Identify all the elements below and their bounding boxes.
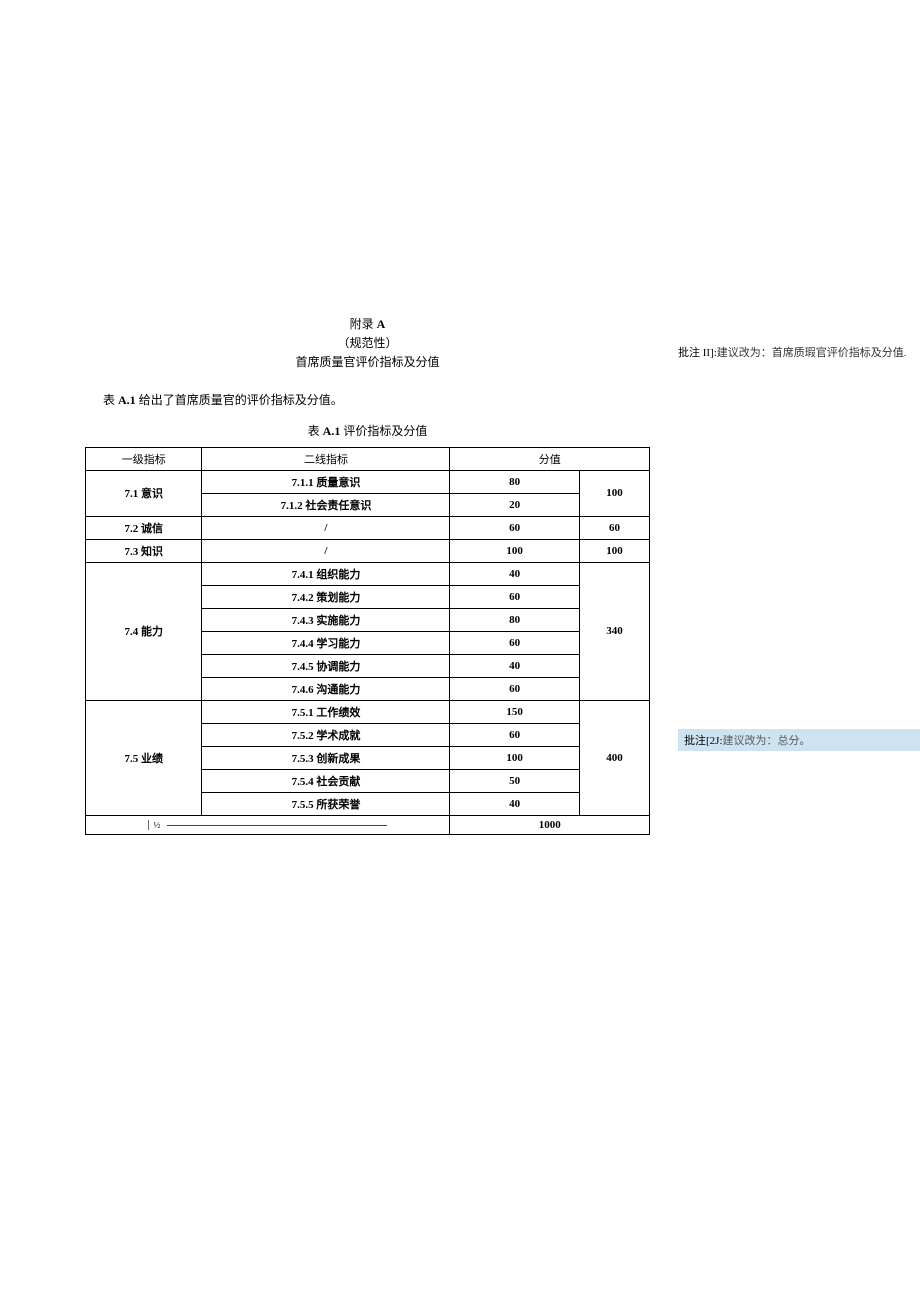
appendix-line-1: 附录 A <box>85 315 650 334</box>
caption-bold: A.1 <box>323 424 341 438</box>
intro-text: 表 A.1 给出了首席质量官的评价指标及分值。 <box>85 391 650 408</box>
group-label: 7.4 能力 <box>86 562 202 700</box>
sub-label: 7.1.2 社会责任意识 <box>202 493 450 516</box>
intro-suffix: 给出了首席质量官的评价指标及分值。 <box>136 393 343 407</box>
sub-label: 7.5.1 工作绩效 <box>202 700 450 723</box>
sub-value: 60 <box>450 723 579 746</box>
group-total: 400 <box>579 700 649 815</box>
sub-label: / <box>202 539 450 562</box>
sub-label: 7.4.3 实施能力 <box>202 608 450 631</box>
sub-value: 100 <box>450 746 579 769</box>
comment-annotation-2: 批注[2J:建议改为：总分。 <box>678 729 920 751</box>
table-row: 7.2 诚信 / 60 60 <box>86 516 650 539</box>
comment-2-label: 批注[2J: <box>684 735 723 747</box>
document-page: 附录 A （规范性） 首席质量官评价指标及分值 表 A.1 给出了首席质量官的评… <box>85 315 650 835</box>
comment-annotation-1: 批注 II]:建议改为：首席质瑕官评价指标及分值. <box>678 344 907 360</box>
sub-value: 80 <box>450 608 579 631</box>
group-total: 100 <box>579 470 649 516</box>
evaluation-table: 一级指标 二线指标 分值 7.1 意识 7.1.1 质量意识 80 100 7.… <box>85 447 650 835</box>
table-header-row: 一级指标 二线指标 分值 <box>86 447 650 470</box>
sub-value: 80 <box>450 470 579 493</box>
sub-label: 7.4.5 协调能力 <box>202 654 450 677</box>
header-col1: 一级指标 <box>86 447 202 470</box>
sub-label: 7.4.4 学习能力 <box>202 631 450 654</box>
sub-value: 40 <box>450 654 579 677</box>
caption-prefix: 表 <box>308 424 323 438</box>
sub-value: 60 <box>450 516 579 539</box>
comment-1-text: 建议改为：首席质瑕官评价指标及分值. <box>717 347 907 359</box>
sub-label: 7.5.4 社会贡献 <box>202 769 450 792</box>
sub-label: 7.4.1 组织能力 <box>202 562 450 585</box>
caption-suffix: 评价指标及分值 <box>340 424 427 438</box>
footer-underline <box>167 825 387 826</box>
group-total: 60 <box>579 516 649 539</box>
sub-value: 150 <box>450 700 579 723</box>
sub-value: 40 <box>450 792 579 815</box>
sub-value: 60 <box>450 585 579 608</box>
comment-1-label: 批注 II]: <box>678 347 717 359</box>
header-col2: 二线指标 <box>202 447 450 470</box>
sub-label: 7.4.6 沟通能力 <box>202 677 450 700</box>
footer-total: 1000 <box>450 815 650 834</box>
appendix-line-3: 首席质量官评价指标及分值 <box>85 353 650 372</box>
sub-value: 60 <box>450 677 579 700</box>
intro-prefix: 表 <box>103 393 118 407</box>
appendix-letter: A <box>377 317 386 331</box>
table-row: 7.1 意识 7.1.1 质量意识 80 100 <box>86 470 650 493</box>
footer-label-cell: ½ <box>86 815 450 834</box>
sub-label: 7.5.3 创新成果 <box>202 746 450 769</box>
footer-label: ½ <box>148 820 160 830</box>
table-row: 7.4 能力 7.4.1 组织能力 40 340 <box>86 562 650 585</box>
group-label: 7.3 知识 <box>86 539 202 562</box>
sub-label: / <box>202 516 450 539</box>
sub-label: 7.1.1 质量意识 <box>202 470 450 493</box>
table-caption: 表 A.1 评价指标及分值 <box>85 422 650 439</box>
sub-value: 100 <box>450 539 579 562</box>
appendix-prefix: 附录 <box>350 317 377 331</box>
table-footer-row: ½ 1000 <box>86 815 650 834</box>
sub-label: 7.5.2 学术成就 <box>202 723 450 746</box>
header-col3: 分值 <box>450 447 650 470</box>
group-label: 7.2 诚信 <box>86 516 202 539</box>
table-row: 7.5 业绩 7.5.1 工作绩效 150 400 <box>86 700 650 723</box>
group-label: 7.1 意识 <box>86 470 202 516</box>
group-total: 340 <box>579 562 649 700</box>
appendix-line-2: （规范性） <box>85 334 650 353</box>
sub-label: 7.4.2 策划能力 <box>202 585 450 608</box>
appendix-header: 附录 A （规范性） 首席质量官评价指标及分值 <box>85 315 650 373</box>
sub-value: 40 <box>450 562 579 585</box>
group-label: 7.5 业绩 <box>86 700 202 815</box>
sub-value: 50 <box>450 769 579 792</box>
intro-bold: A.1 <box>118 393 136 407</box>
sub-value: 20 <box>450 493 579 516</box>
sub-value: 60 <box>450 631 579 654</box>
comment-2-text: 建议改为：总分。 <box>723 735 811 747</box>
sub-label: 7.5.5 所获荣誉 <box>202 792 450 815</box>
table-row: 7.3 知识 / 100 100 <box>86 539 650 562</box>
group-total: 100 <box>579 539 649 562</box>
